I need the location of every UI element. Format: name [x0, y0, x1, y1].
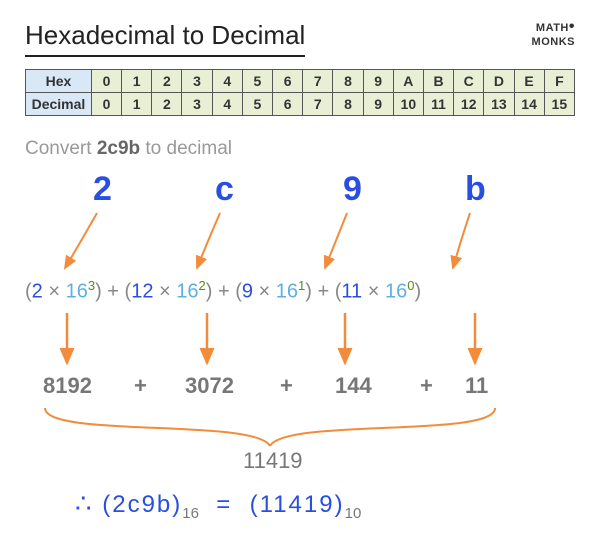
decimal-cell: 7 — [303, 93, 333, 116]
hex-cell: 7 — [303, 70, 333, 93]
hex-digit: 9 — [343, 170, 362, 209]
hex-cell: 6 — [273, 70, 303, 93]
hex-cell: C — [454, 70, 484, 93]
plus-sign: + — [420, 373, 433, 399]
table-header-decimal: Decimal — [26, 93, 92, 116]
decimal-cell: 12 — [454, 93, 484, 116]
table-header-hex: Hex — [26, 70, 92, 93]
decimal-cell: 13 — [484, 93, 514, 116]
decimal-cell: 4 — [212, 93, 242, 116]
decimal-cell: 11 — [423, 93, 453, 116]
decimal-cell: 8 — [333, 93, 363, 116]
decimal-cell: 14 — [514, 93, 544, 116]
hex-cell: 5 — [242, 70, 272, 93]
decimal-cell: 2 — [152, 93, 182, 116]
hex-cell: 4 — [212, 70, 242, 93]
plus-sign: + — [134, 373, 147, 399]
hex-cell: 9 — [363, 70, 393, 93]
hex-cell: B — [423, 70, 453, 93]
hex-cell: D — [484, 70, 514, 93]
brand-logo: MATH• MONKS — [532, 18, 575, 48]
partial-result: 11 — [465, 373, 488, 399]
hex-digit: b — [465, 170, 486, 209]
hex-cell: E — [514, 70, 544, 93]
sum-total: 11419 — [243, 448, 303, 474]
expansion-expression: (2 × 163) + (12 × 162) + (9 × 161) + (11… — [25, 278, 421, 304]
hex-cell: A — [393, 70, 423, 93]
worked-example: 2 c 9 b (2 × 163) + (12 × 162) + (9 × 161) … — [25, 168, 575, 528]
plus-sign: + — [280, 373, 293, 399]
partial-result: 144 — [335, 373, 372, 399]
page-title: Hexadecimal to Decimal — [25, 20, 305, 57]
decimal-cell: 1 — [122, 93, 152, 116]
decimal-cell: 3 — [182, 93, 212, 116]
decimal-cell: 6 — [273, 93, 303, 116]
arrows-svg — [25, 168, 575, 528]
hex-cell: 2 — [152, 70, 182, 93]
decimal-cell: 15 — [544, 93, 574, 116]
hex-digit: 2 — [93, 170, 112, 209]
hex-cell: 1 — [122, 70, 152, 93]
partial-result: 8192 — [43, 373, 92, 399]
decimal-cell: 5 — [242, 93, 272, 116]
decimal-cell: 9 — [363, 93, 393, 116]
hex-cell: 8 — [333, 70, 363, 93]
partial-result: 3072 — [185, 373, 234, 399]
hex-cell: F — [544, 70, 574, 93]
hex-cell: 3 — [182, 70, 212, 93]
final-equation: ∴ (2c9b)16 = (11419)10 — [75, 488, 361, 522]
hex-decimal-table: Hex0123456789ABCDEF Decimal0123456789101… — [25, 69, 575, 116]
hex-digit: c — [215, 170, 234, 209]
hex-cell: 0 — [91, 70, 121, 93]
decimal-cell: 0 — [91, 93, 121, 116]
prompt-text: Convert 2c9b to decimal — [25, 138, 575, 160]
decimal-cell: 10 — [393, 93, 423, 116]
